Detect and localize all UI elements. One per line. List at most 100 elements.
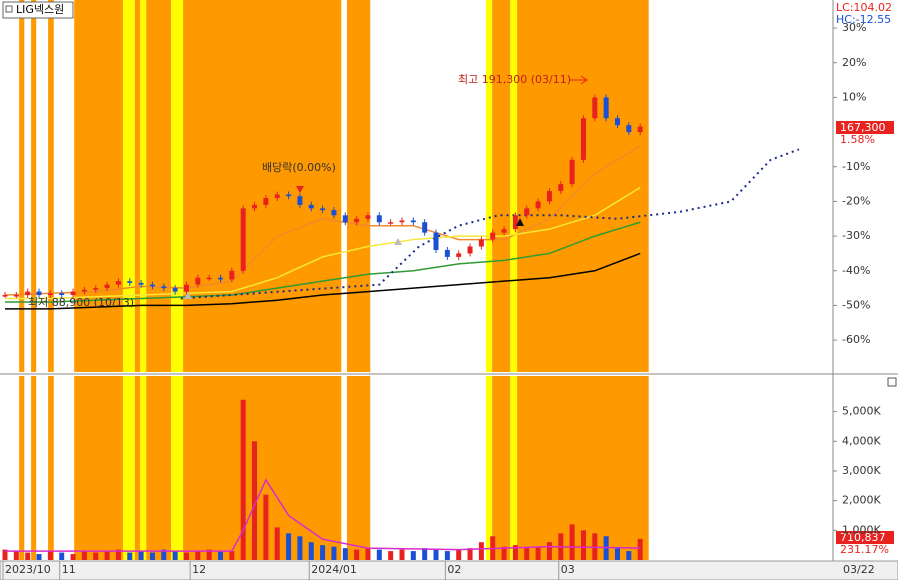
candle — [592, 97, 598, 119]
volume-bar — [524, 548, 530, 560]
y-tick-label: -20% — [842, 194, 870, 207]
plot — [2, 94, 800, 560]
candle — [626, 125, 632, 133]
y-tick-label: -10% — [842, 160, 870, 173]
candle — [229, 270, 235, 280]
y-tick-label: 5,000K — [842, 405, 881, 418]
volume-bar — [297, 536, 303, 560]
volume-bar — [422, 548, 428, 560]
highlight-band — [31, 0, 37, 372]
volume-bar — [342, 548, 348, 560]
candle — [558, 184, 564, 192]
bands — [19, 0, 649, 560]
highlight-band — [146, 376, 172, 560]
highlight-band — [134, 376, 140, 560]
candle — [354, 218, 360, 223]
high-arrow — [570, 75, 588, 85]
volume-bar — [399, 549, 405, 560]
chart-title: LIG넥스원 — [16, 3, 64, 16]
volume-bar — [512, 545, 518, 560]
candle — [263, 197, 269, 205]
candle — [252, 204, 258, 209]
candle — [47, 293, 53, 296]
volume-bar — [365, 548, 371, 560]
candle — [490, 232, 496, 240]
candle — [320, 208, 326, 211]
volume-bar — [47, 551, 53, 560]
highlight-band — [122, 376, 135, 560]
y-tick-label: 3,000K — [842, 464, 881, 477]
candle — [524, 208, 530, 216]
candle — [433, 232, 439, 250]
volume-bar — [36, 554, 42, 560]
volume-bar — [25, 552, 31, 560]
candle — [614, 118, 620, 126]
volume-bar — [195, 551, 201, 560]
candle — [59, 293, 65, 296]
highlight-band — [171, 0, 184, 372]
y-tick-label: 20% — [842, 56, 866, 69]
candle — [206, 277, 212, 280]
volume-bar — [376, 549, 382, 560]
volume-bar — [331, 546, 337, 560]
volume-bar — [614, 548, 620, 560]
candle — [603, 97, 609, 119]
candle — [2, 295, 8, 297]
candle — [399, 220, 405, 223]
candle — [444, 249, 450, 257]
volume-bar — [388, 551, 394, 560]
volume-bar — [626, 551, 632, 560]
candle — [342, 215, 348, 223]
volume-bar — [263, 494, 269, 560]
candle — [115, 281, 121, 285]
date-axis — [0, 560, 898, 580]
highlight-band — [19, 376, 25, 560]
signal-marker — [516, 218, 524, 226]
y-tick-label: 2,000K — [842, 494, 881, 507]
volume-bar — [546, 542, 552, 560]
x-tick-label: 2023/10 — [5, 563, 51, 576]
volume-bar — [149, 552, 155, 560]
y-tick-label: 30% — [842, 21, 866, 34]
volume-bar — [478, 542, 484, 560]
highlight-band — [346, 0, 371, 372]
volume-bar — [456, 549, 462, 560]
candle — [467, 246, 473, 254]
candle — [512, 215, 518, 230]
candle — [104, 284, 110, 289]
candle — [297, 196, 303, 205]
moving-average — [180, 148, 800, 300]
volume-bar — [2, 549, 8, 560]
last-date: 03/22 — [843, 563, 875, 576]
signal-marker — [184, 292, 192, 299]
highlight-band — [48, 376, 54, 560]
volume-bar — [172, 551, 178, 560]
candle — [535, 201, 541, 209]
volume-bar — [252, 441, 258, 560]
candle — [127, 281, 133, 283]
volume-bar — [467, 548, 473, 560]
highlight-band — [346, 376, 371, 560]
y-tick-label: 1,000K — [842, 523, 881, 536]
candle — [172, 288, 178, 292]
highlight-band — [492, 0, 511, 372]
candle — [274, 194, 280, 198]
candle — [183, 284, 189, 292]
highlight-band — [183, 376, 342, 560]
candle — [365, 215, 371, 219]
volume-bar — [93, 552, 99, 560]
candle — [138, 282, 144, 285]
candle — [501, 229, 507, 233]
y-tick-label: 4,000K — [842, 434, 881, 447]
price-box — [836, 121, 894, 134]
dividend-arrow — [296, 186, 304, 193]
y-tick-label: 10% — [842, 90, 866, 103]
candle — [13, 295, 19, 297]
candle — [70, 291, 76, 296]
volume-bar — [138, 551, 144, 560]
close-button[interactable] — [887, 377, 897, 387]
candle — [149, 284, 155, 287]
volume-bar — [274, 527, 280, 560]
highlight-band — [183, 0, 342, 372]
x-tick-label: 03 — [561, 563, 575, 576]
